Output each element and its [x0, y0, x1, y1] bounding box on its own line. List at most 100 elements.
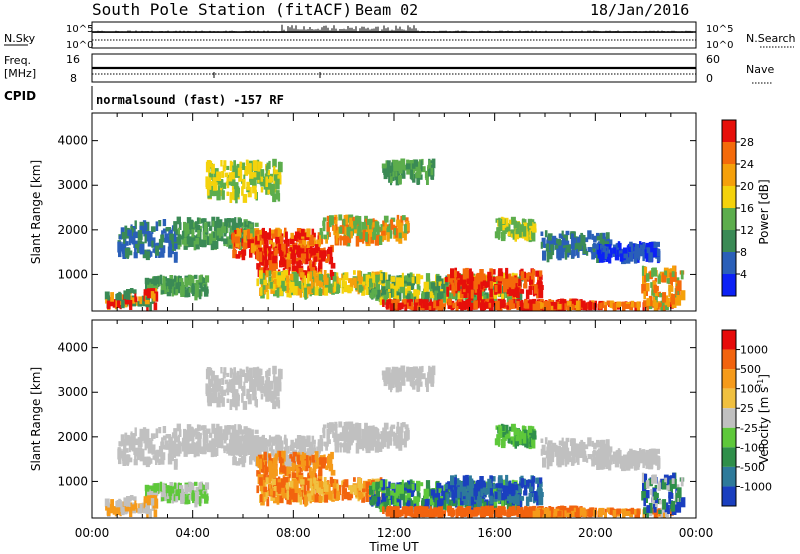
echo-cell — [502, 278, 507, 285]
echo-cell — [205, 161, 210, 173]
echo-cell — [485, 281, 488, 288]
echo-cell — [430, 489, 436, 496]
echo-cell — [536, 282, 542, 289]
freq-unit-label: [MHz] — [4, 67, 36, 80]
echo-cell — [260, 186, 264, 193]
echo-cell — [332, 424, 337, 431]
echo-cell — [196, 441, 201, 449]
echo-cell — [468, 302, 473, 311]
echo-cell — [656, 285, 659, 291]
echo-cell — [303, 453, 307, 460]
echo-cell — [639, 250, 645, 257]
echo-cell — [447, 510, 452, 516]
echo-cell — [173, 221, 178, 230]
echo-cell — [438, 291, 444, 299]
echo-cell — [289, 466, 293, 471]
echo-cell — [655, 241, 660, 247]
echo-cell — [390, 288, 393, 298]
nave-tick-top: 60 — [706, 53, 720, 66]
echo-cell — [265, 187, 269, 195]
echo-cell — [166, 278, 171, 287]
echo-cell — [445, 293, 450, 304]
echo-cell — [402, 172, 406, 179]
echo-cell — [320, 252, 326, 260]
echo-cell — [336, 230, 340, 238]
echo-cell — [160, 234, 164, 242]
echo-cell — [517, 498, 523, 508]
echo-cell — [355, 443, 360, 454]
echo-cell — [272, 193, 277, 203]
echo-cell — [236, 227, 239, 237]
freq-label: Freq. — [4, 54, 31, 67]
echo-cell — [263, 451, 267, 461]
echo-cell — [316, 239, 321, 247]
echo-cell — [528, 492, 533, 502]
echo-cell — [496, 227, 501, 234]
echo-cell — [125, 241, 129, 246]
echo-cell — [629, 304, 634, 311]
echo-cell — [162, 435, 167, 441]
echo-cell — [497, 491, 502, 501]
echo-cell — [294, 464, 299, 471]
echo-cell — [250, 450, 255, 460]
echo-cell — [502, 485, 507, 492]
echo-cell — [523, 283, 528, 289]
echo-cell — [393, 435, 397, 443]
echo-cell — [249, 178, 254, 185]
echo-cell — [334, 430, 338, 440]
echo-cell — [324, 287, 329, 296]
echo-cell — [232, 249, 237, 259]
echo-cell — [475, 480, 480, 492]
echo-cell — [129, 300, 133, 310]
echo-cell — [362, 277, 368, 286]
echo-cell — [492, 503, 498, 511]
echo-cell — [270, 229, 275, 236]
echo-cell — [662, 301, 666, 311]
echo-cell — [445, 500, 450, 511]
echo-cell — [480, 281, 484, 290]
echo-cell — [468, 484, 472, 495]
echo-cell — [296, 247, 300, 257]
echo-cell — [542, 300, 547, 310]
echo-cell — [284, 227, 287, 232]
echo-cell — [326, 221, 330, 232]
echo-cell — [314, 494, 319, 503]
echo-cell — [295, 477, 300, 483]
echo-cell — [290, 283, 293, 293]
echo-cell — [247, 186, 252, 198]
echo-cell — [171, 288, 174, 297]
echo-cell — [279, 465, 284, 473]
echo-cell — [274, 469, 278, 476]
echo-cell — [241, 186, 244, 196]
nsky-trace — [93, 24, 693, 33]
echo-cell — [471, 302, 476, 310]
echo-cell — [279, 236, 284, 245]
echo-cell — [143, 227, 149, 237]
echo-cell — [339, 443, 344, 448]
echo-cell — [310, 474, 315, 480]
echo-cell — [636, 303, 640, 311]
echo-cell — [273, 251, 278, 256]
echo-cell — [222, 165, 226, 172]
echo-cell — [457, 299, 462, 304]
echo-cell — [484, 292, 489, 302]
echo-cell — [332, 276, 337, 287]
echo-cell — [344, 272, 349, 281]
echo-cell — [489, 287, 493, 298]
echo-cell — [344, 281, 347, 291]
echo-cell — [120, 299, 125, 309]
echo-cell — [155, 452, 160, 463]
echo-cell — [136, 455, 140, 461]
echo-cell — [294, 231, 300, 239]
echo-cell — [303, 277, 307, 289]
echo-cell — [405, 163, 411, 170]
echo-cell — [511, 486, 515, 497]
echo-cell — [264, 483, 267, 488]
echo-cell — [393, 288, 397, 299]
echo-cell — [232, 456, 237, 466]
echo-cell — [278, 251, 284, 257]
echo-cell — [274, 248, 278, 253]
echo-cell — [289, 454, 293, 459]
echo-cell — [339, 236, 344, 241]
echo-cell — [365, 492, 369, 502]
